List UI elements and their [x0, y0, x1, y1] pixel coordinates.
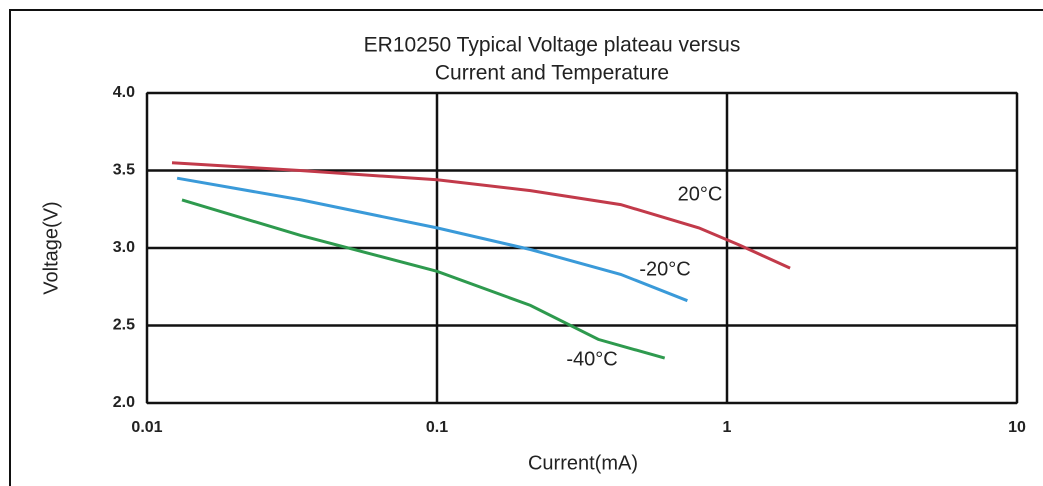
series-label: -20°C	[639, 258, 690, 280]
series-line	[171, 161, 791, 270]
y-tick-label: 2.0	[113, 394, 135, 411]
y-axis-label: Voltage(V)	[40, 201, 62, 294]
y-tick-label: 2.5	[113, 317, 135, 334]
chart-title: ER10250 Typical Voltage plateau versus	[364, 34, 741, 57]
series-line	[176, 176, 688, 303]
y-tick-label: 4.0	[113, 84, 135, 101]
x-axis-label: Current(mA)	[528, 452, 638, 474]
chart-title: Current and Temperature	[435, 62, 669, 85]
x-tick-label: 10	[1008, 419, 1026, 436]
y-tick-label: 3.0	[113, 239, 135, 256]
x-tick-label: 0.01	[131, 419, 162, 436]
y-tick-label: 3.5	[113, 162, 135, 179]
series-line	[181, 198, 666, 360]
x-tick-label: 0.1	[426, 419, 448, 436]
series-label: -40°C	[566, 348, 617, 370]
series-label: 20°C	[678, 183, 723, 205]
x-tick-label: 1	[723, 419, 732, 436]
